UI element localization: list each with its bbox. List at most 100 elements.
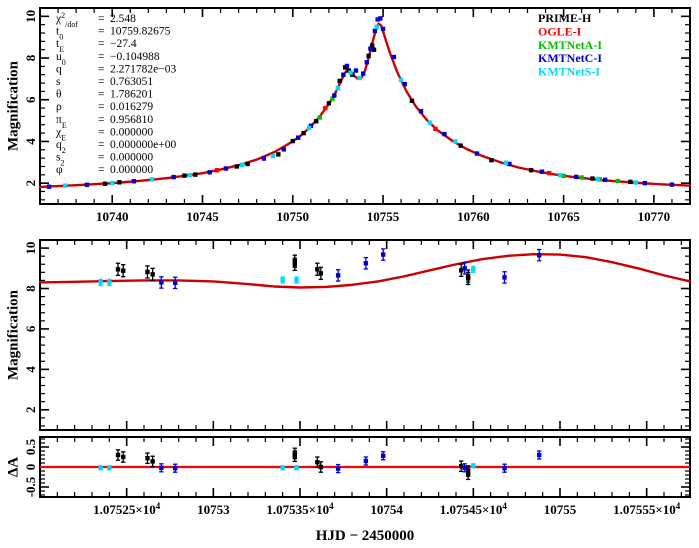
data-point [63,183,68,188]
y-tick-label: 8 [23,285,38,292]
y-tick-label: -0.5 [23,476,38,497]
y-tick-label: 6 [23,96,38,103]
data-point [223,166,229,171]
data-point [330,96,335,101]
panel-frame [39,239,691,431]
panel-bottom-residuals: -0.5 0 0.5ΔA 1.07525×104 10753 1.07535×104 107… [5,436,691,517]
x-tick-label: 10765 [547,209,580,224]
data-point [402,81,407,87]
data-point [245,161,250,167]
data-point [182,173,187,178]
x-tick-label: 1.07555×104 [613,501,681,517]
data-point [281,147,286,152]
x-tick-label: 10770 [638,209,671,224]
data-point [261,156,267,161]
data-point [459,464,464,469]
data-point [353,68,359,73]
model-curve [38,252,692,289]
data-point [150,459,155,464]
data-point [459,268,464,273]
data-point [465,276,471,281]
panel-frame [39,7,691,205]
data-point [458,143,463,148]
data-point [318,464,323,470]
data-point [357,75,362,81]
data-point [363,458,369,464]
data-point [375,17,380,22]
data-point [110,180,115,186]
x-tick-label: 1.07545×104 [440,501,508,517]
data-point [579,175,584,180]
x-tick-label: 1.07535×104 [266,501,334,517]
series-kmtnets-i [98,265,476,287]
data-point [318,271,323,276]
data-point [561,173,566,179]
data-point [374,24,379,29]
data-point [131,179,137,184]
data-point [370,43,375,48]
data-point [98,465,103,470]
y-axis-title: Magnification [5,289,21,380]
y-tick-label: 2 [23,407,38,414]
data-point [315,460,320,465]
data-point [290,138,295,144]
data-point [368,46,373,51]
data-point [294,465,299,470]
data-point [46,184,52,189]
data-point [465,472,471,477]
data-point [234,164,240,169]
data-point [335,273,341,278]
data-point [121,454,126,460]
series-prime-h [115,254,471,286]
data-point [669,182,675,187]
data-point [149,177,155,182]
data-point [323,105,328,111]
y-tick-label: 0 [23,464,38,471]
series-kmtneta-i [317,96,620,184]
y-tick-label: 10 [23,242,38,255]
y-tick-label: 0.5 [23,438,38,455]
data-point [380,26,386,32]
series-prime-h [115,447,471,481]
data-point [462,266,467,271]
data-point [295,135,301,140]
data-point [301,130,306,136]
series-kmtnetc-i [159,450,542,474]
data-point [366,53,371,59]
series-kmtnetc-i [46,16,675,189]
data-point [332,93,337,98]
data-point [317,115,323,120]
data-point [214,168,220,173]
data-point [150,272,155,277]
data-point [628,179,633,185]
x-tick-label: 10740 [96,209,129,224]
data-point [98,280,103,285]
data-point [546,170,552,176]
data-point [344,63,350,69]
data-point [489,158,494,163]
x-axis-title: HJD − 2450000 [316,528,415,544]
data-point [364,60,370,65]
data-point [360,71,366,76]
data-point [371,47,377,52]
x-tick-label: 10750 [277,209,310,224]
x-tick-label: 1.07525×104 [93,501,161,517]
data-point [173,280,178,286]
data-point [602,177,608,183]
y-tick-label: 4 [23,366,38,373]
data-point [187,173,193,178]
data-point [280,465,285,470]
data-point [107,280,112,285]
data-point [107,465,112,470]
data-point [280,277,285,283]
data-point [633,180,639,185]
data-point [503,160,509,165]
data-point [193,172,198,177]
data-point [240,162,245,167]
data-point [117,180,122,185]
data-point [539,169,545,174]
data-point [537,252,542,258]
data-point [341,72,346,77]
data-point [502,466,507,471]
